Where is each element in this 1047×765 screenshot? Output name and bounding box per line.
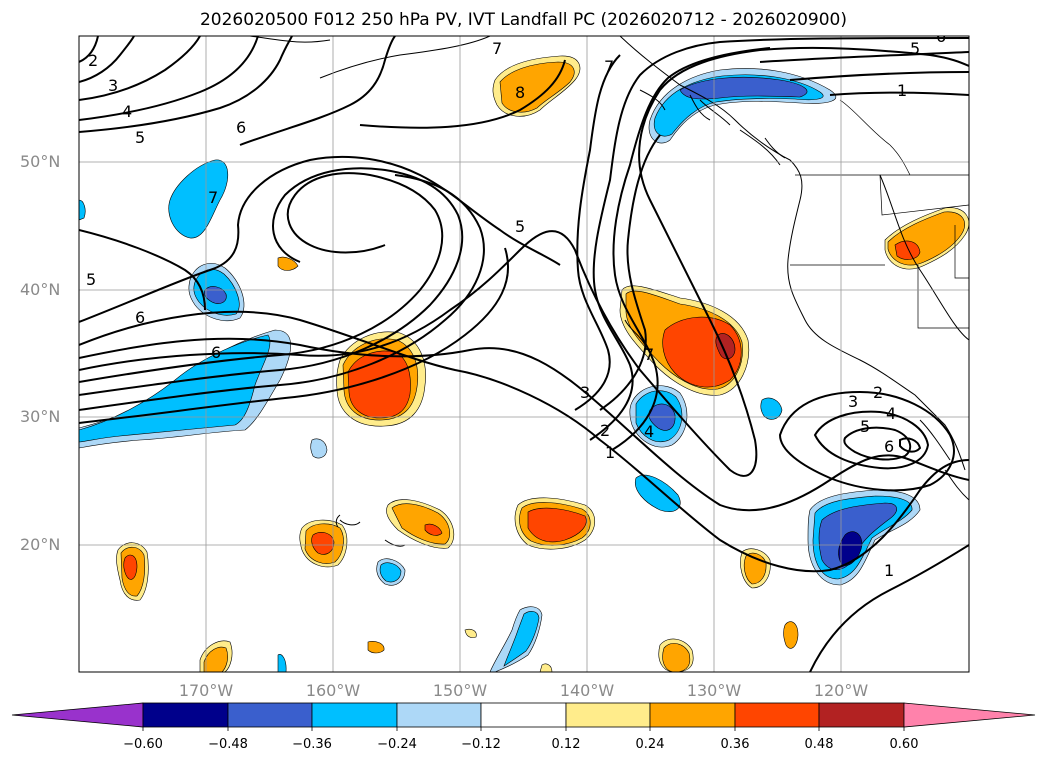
colorbar-extend-high: [903, 702, 1036, 728]
contour-label: 6: [236, 118, 246, 137]
colorbar-label: 0.12: [551, 737, 581, 752]
contour-label: 1: [897, 81, 907, 100]
lon-label: 160°W: [305, 681, 361, 700]
colorbar-label: −0.12: [461, 737, 501, 752]
map-title: 2026020500 F012 250 hPa PV, IVT Landfall…: [199, 10, 847, 30]
contour-label: 1: [884, 561, 894, 580]
contour-label: 3: [108, 76, 118, 95]
contour-label: 2: [600, 421, 610, 440]
colorbar-swatch: [311, 702, 398, 728]
pv-contours: [79, 36, 969, 672]
colorbar-label: −0.24: [377, 737, 417, 752]
contour-label: 3: [848, 392, 858, 411]
colorbar: [11, 702, 1036, 731]
contour-label: 7: [604, 57, 614, 76]
colorbar-swatch: [818, 702, 905, 728]
contour-label: 8: [515, 83, 525, 102]
contour-label: 5: [515, 217, 525, 236]
colorbar-label: 0.24: [635, 737, 665, 752]
colorbar-extend-low: [11, 702, 144, 728]
contour-label: 5: [860, 417, 870, 436]
colorbar-swatch: [142, 702, 229, 728]
colorbar-label: 0.60: [889, 737, 919, 752]
lon-label: 170°W: [178, 681, 234, 700]
colorbar-swatch: [227, 702, 313, 728]
colorbar-swatch: [734, 702, 820, 728]
colorbar-swatch: [649, 702, 736, 728]
contour-label: 2: [873, 383, 883, 402]
contour-label: 5: [135, 128, 145, 147]
lat-label: 20°N: [20, 535, 61, 554]
lat-label: 30°N: [20, 407, 61, 426]
contour-label: 7: [644, 345, 654, 364]
contour-labels: 2 3 4 5 6 7 7 8 5 6 6 7 5 3 2 1 7 4 1 5 …: [86, 27, 946, 580]
state-borders: [790, 99, 969, 329]
contour-label: 3: [580, 383, 590, 402]
contour-label: 4: [886, 404, 896, 423]
map-frame: [78, 35, 970, 673]
contour-label: 6: [936, 27, 946, 46]
lon-label: 150°W: [432, 681, 488, 700]
contour-label: 5: [86, 270, 96, 289]
colorbar-label: −0.36: [292, 737, 332, 752]
contour-label: 4: [644, 422, 654, 441]
colorbar-swatch: [396, 702, 482, 728]
contour-label: 1: [605, 443, 615, 462]
colorbar-label: −0.48: [208, 737, 248, 752]
contour-label: 6: [135, 308, 145, 327]
colorbar-label: −0.60: [123, 737, 163, 752]
contour-label: 2: [88, 51, 98, 70]
contour-label: 5: [910, 39, 920, 58]
gridlines: [79, 36, 969, 672]
lat-label: 40°N: [20, 280, 61, 299]
colorbar-swatch: [565, 702, 651, 728]
colorbar-label: 0.48: [804, 737, 834, 752]
contour-label: 7: [492, 39, 502, 58]
lon-label: 120°W: [813, 681, 869, 700]
coastlines: [249, 36, 969, 547]
lat-label: 50°N: [20, 152, 61, 171]
colorbar-label: 0.36: [720, 737, 750, 752]
contour-label: 6: [884, 437, 894, 456]
lon-label: 130°W: [686, 681, 742, 700]
lon-label: 140°W: [559, 681, 615, 700]
contour-label: 7: [208, 188, 218, 207]
contour-label: 4: [122, 102, 132, 121]
colorbar-swatch: [480, 702, 567, 728]
contour-label: 6: [211, 343, 221, 362]
